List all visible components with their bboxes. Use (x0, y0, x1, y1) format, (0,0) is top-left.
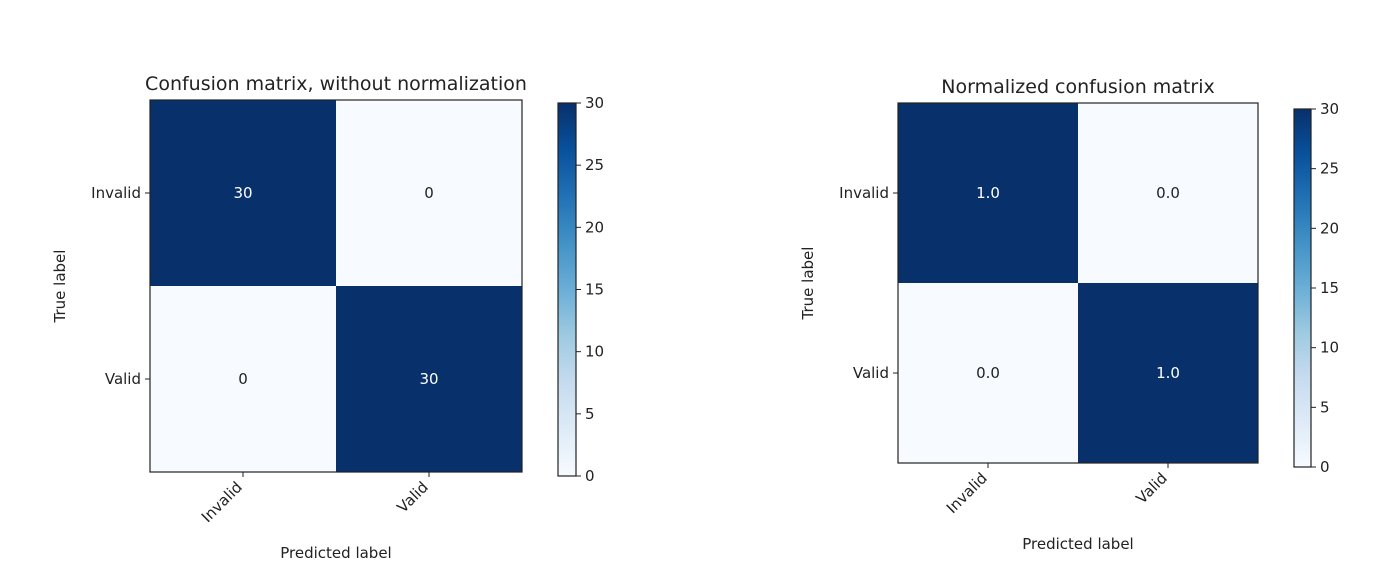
heatmap-cell (1078, 283, 1258, 463)
y-axis-label: True label (51, 250, 69, 324)
x-axis-label: Predicted label (280, 544, 391, 562)
colorbar-tick-label: 0 (585, 467, 595, 485)
colorbar-tick-label: 5 (1320, 398, 1330, 416)
x-tick-label: Invalid (943, 469, 991, 517)
colorbar-tick-label: 20 (585, 218, 604, 236)
colorbar-tick-label: 25 (1320, 160, 1339, 178)
plot-frame (149, 99, 523, 473)
colorbar-gradient (1294, 109, 1311, 467)
heatmap-cell (150, 286, 336, 472)
confusion-matrix-raw-chart: Confusion matrix, without normalization 3… (51, 73, 604, 562)
cell-value-label: 0 (238, 370, 248, 388)
y-tick-label: Valid (105, 370, 141, 388)
y-tick-label: Invalid (91, 184, 141, 202)
colorbar-tick-label: 10 (585, 343, 604, 361)
heatmap-cell (1078, 103, 1258, 283)
colorbar-tick-label: 10 (1320, 339, 1339, 357)
colorbar-tick-label: 5 (585, 405, 595, 423)
heatmap-cell (150, 100, 336, 286)
cell-value-label: 30 (233, 184, 252, 202)
cell-value-label: 0 (424, 184, 434, 202)
colorbar-tick-label: 15 (585, 281, 604, 299)
cell-value-label: 30 (419, 370, 438, 388)
heatmap-cell (898, 103, 1078, 283)
cell-value-label: 1.0 (1156, 364, 1180, 382)
colorbar-tick-label: 30 (1320, 100, 1339, 118)
x-tick-label: Invalid (198, 478, 246, 526)
cell-value-label: 1.0 (976, 184, 1000, 202)
colorbar-tick-label: 30 (585, 94, 604, 112)
chart-title: Normalized confusion matrix (941, 76, 1214, 98)
plot-frame (897, 102, 1259, 464)
colorbar-tick-label: 20 (1320, 219, 1339, 237)
y-tick-label: Invalid (839, 184, 889, 202)
cell-value-label: 0.0 (976, 364, 1000, 382)
x-axis-label: Predicted label (1022, 535, 1133, 553)
heatmap-cell (336, 286, 522, 472)
x-tick-label: Valid (394, 478, 432, 516)
colorbar-tick-label: 15 (1320, 279, 1339, 297)
heatmap-cell (898, 283, 1078, 463)
colorbar-gradient (558, 103, 576, 476)
heatmap-cell (336, 100, 522, 286)
colorbar-tick-label: 25 (585, 156, 604, 174)
confusion-matrix-normalized-chart: Normalized confusion matrix 1.0 0.0 0.0 1.0 I… (799, 76, 1339, 553)
x-tick-label: Valid (1133, 469, 1171, 507)
cell-value-label: 0.0 (1156, 184, 1180, 202)
y-axis-label: True label (799, 247, 817, 321)
colorbar-tick-label: 0 (1320, 458, 1330, 476)
chart-title: Confusion matrix, without normalization (145, 73, 527, 95)
y-tick-label: Valid (853, 364, 889, 382)
